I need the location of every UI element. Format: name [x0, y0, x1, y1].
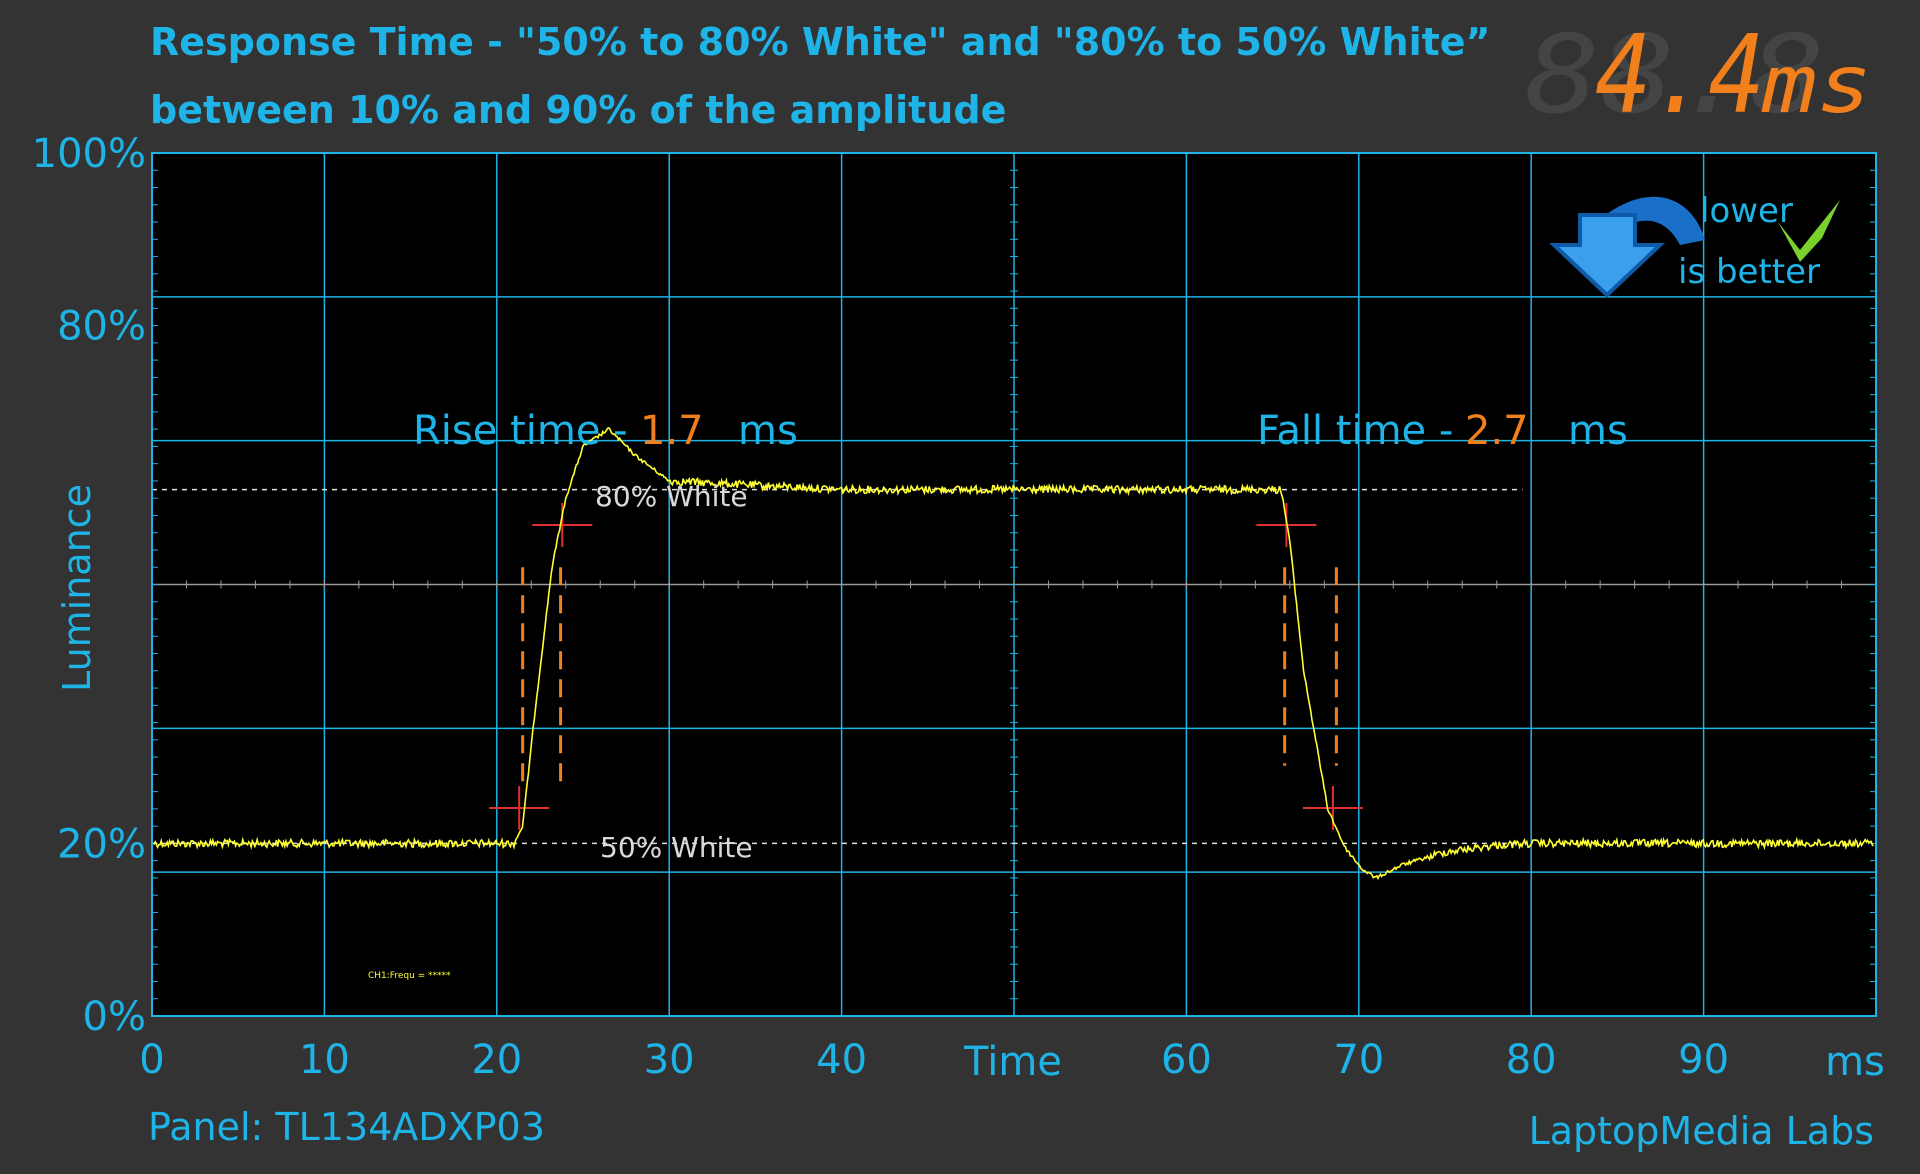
- badge-line2: is better: [1678, 252, 1820, 292]
- fall-annotation: Fall time - 2.7 ms: [1257, 408, 1628, 454]
- fall-value: 2.7: [1465, 408, 1529, 454]
- x-tick-label: 10: [299, 1037, 350, 1083]
- grid: [151, 152, 1877, 1017]
- x-axis-unit: ms: [1825, 1039, 1885, 1085]
- down-arrow-icon: [1548, 196, 1705, 298]
- fall-label: Fall time -: [1257, 408, 1466, 454]
- x-axis-label: Time: [963, 1039, 1062, 1085]
- y-tick-label: 0%: [83, 994, 146, 1040]
- y-tick-label: 100%: [32, 131, 146, 177]
- lower-is-better-badge: lower is better: [1548, 191, 1840, 298]
- rise-label: Rise time -: [413, 408, 640, 454]
- x-tick-label: 40: [816, 1037, 867, 1083]
- rise-annotation: Rise time - 1.7 ms: [413, 408, 798, 454]
- readout-ghost-digits: 88.8: [1525, 13, 1825, 138]
- plot-frame: [151, 152, 1877, 1017]
- chart-title-line1: Response Time - "50% to 80% White" and "…: [150, 20, 1491, 64]
- fall-unit: ms: [1568, 408, 1628, 454]
- luminance-trace: [153, 426, 1875, 881]
- brand-label: LaptopMedia Labs: [1529, 1109, 1874, 1153]
- rise-value: 1.7: [640, 408, 704, 454]
- x-tick-label: 90: [1678, 1037, 1729, 1083]
- panel-label: Panel: TL134ADXP03: [148, 1105, 545, 1149]
- digital-readout: 88.8 4.4 ms: [1525, 13, 1872, 138]
- x-tick-label: 70: [1333, 1037, 1384, 1083]
- y-tick-label: 20%: [57, 821, 146, 867]
- chart-title-line2: between 10% and 90% of the amplitude: [150, 88, 1006, 132]
- x-tick-label: 60: [1161, 1037, 1212, 1083]
- rise-unit: ms: [738, 408, 798, 454]
- ref-low-label: 50% White: [600, 831, 753, 864]
- y-axis-label: Luminance: [55, 484, 99, 692]
- x-tick-label: 30: [644, 1037, 695, 1083]
- y-tick-labels: 100% 80% 20% 0%: [32, 131, 146, 1040]
- readout-unit: ms: [1761, 38, 1872, 131]
- x-tick-labels: 0 10 20 30 40 60 70 80 90: [139, 1037, 1729, 1083]
- x-tick-label: 0: [139, 1037, 164, 1083]
- badge-line1: lower: [1700, 191, 1793, 231]
- reference-lines: [152, 488, 1523, 845]
- readout-value: 4.4: [1595, 13, 1765, 138]
- x-tick-label: 20: [471, 1037, 522, 1083]
- trace-layer: [153, 426, 1875, 881]
- y-tick-label: 80%: [57, 304, 146, 350]
- checkmark-icon: [1778, 200, 1840, 262]
- ref-high-label: 80% White: [595, 480, 748, 513]
- x-tick-label: 80: [1506, 1037, 1557, 1083]
- scope-note: CH1:Frequ = *****: [368, 971, 451, 981]
